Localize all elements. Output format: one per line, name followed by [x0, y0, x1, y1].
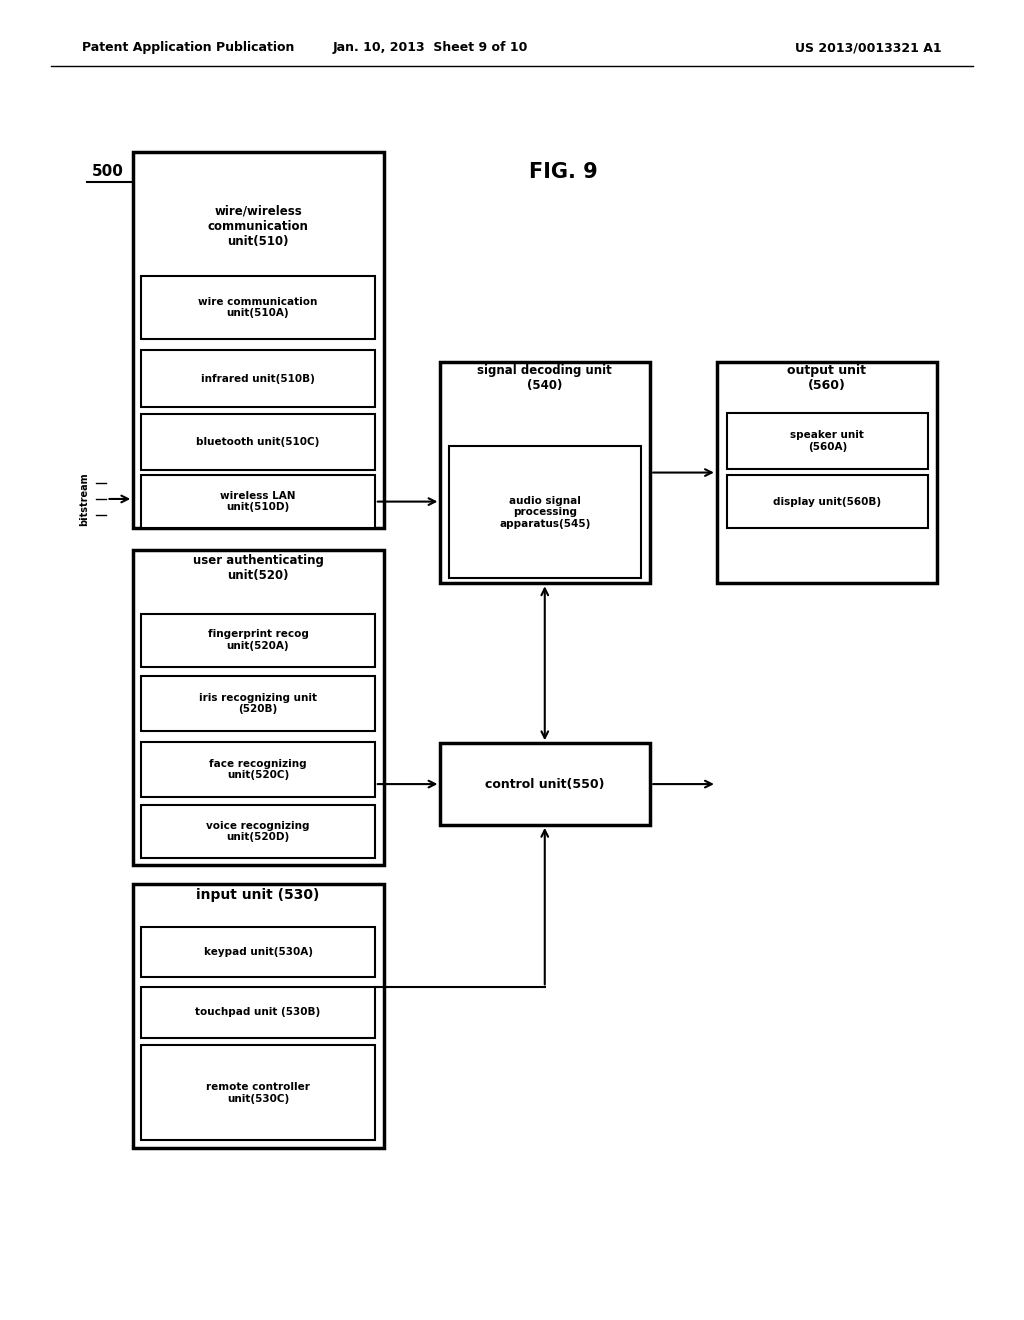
- Text: remote controller
unit(530C): remote controller unit(530C): [206, 1082, 310, 1104]
- Text: wire/wireless
communication
unit(510): wire/wireless communication unit(510): [208, 205, 308, 248]
- Text: speaker unit
(560A): speaker unit (560A): [791, 430, 864, 451]
- Text: wireless LAN
unit(510D): wireless LAN unit(510D): [220, 491, 296, 512]
- FancyBboxPatch shape: [141, 276, 375, 339]
- FancyBboxPatch shape: [141, 742, 375, 797]
- FancyBboxPatch shape: [141, 475, 375, 528]
- FancyBboxPatch shape: [141, 414, 375, 470]
- FancyBboxPatch shape: [727, 413, 928, 469]
- Text: Jan. 10, 2013  Sheet 9 of 10: Jan. 10, 2013 Sheet 9 of 10: [333, 41, 527, 54]
- Text: control unit(550): control unit(550): [485, 777, 604, 791]
- Text: 500: 500: [91, 164, 124, 180]
- FancyBboxPatch shape: [141, 676, 375, 731]
- FancyBboxPatch shape: [727, 475, 928, 528]
- Text: output unit
(560): output unit (560): [786, 364, 866, 392]
- FancyBboxPatch shape: [133, 152, 384, 528]
- Text: bluetooth unit(510C): bluetooth unit(510C): [197, 437, 319, 447]
- Text: FIG. 9: FIG. 9: [528, 161, 598, 182]
- FancyBboxPatch shape: [141, 987, 375, 1038]
- Text: input unit (530): input unit (530): [197, 888, 319, 903]
- FancyBboxPatch shape: [141, 1045, 375, 1140]
- Text: signal decoding unit
(540): signal decoding unit (540): [477, 364, 612, 392]
- Text: Patent Application Publication: Patent Application Publication: [82, 41, 294, 54]
- Text: fingerprint recog
unit(520A): fingerprint recog unit(520A): [208, 630, 308, 651]
- FancyBboxPatch shape: [141, 614, 375, 667]
- Text: bitstream: bitstream: [79, 473, 89, 525]
- FancyBboxPatch shape: [717, 362, 937, 583]
- Text: wire communication
unit(510A): wire communication unit(510A): [199, 297, 317, 318]
- Text: display unit(560B): display unit(560B): [773, 496, 882, 507]
- FancyBboxPatch shape: [133, 884, 384, 1148]
- Text: keypad unit(530A): keypad unit(530A): [204, 946, 312, 957]
- Text: audio signal
processing
apparatus(545): audio signal processing apparatus(545): [499, 495, 591, 529]
- Text: face recognizing
unit(520C): face recognizing unit(520C): [209, 759, 307, 780]
- Text: iris recognizing unit
(520B): iris recognizing unit (520B): [199, 693, 317, 714]
- FancyBboxPatch shape: [141, 350, 375, 407]
- FancyBboxPatch shape: [440, 362, 650, 583]
- FancyBboxPatch shape: [449, 446, 641, 578]
- Text: touchpad unit (530B): touchpad unit (530B): [196, 1007, 321, 1018]
- FancyBboxPatch shape: [141, 805, 375, 858]
- FancyBboxPatch shape: [440, 743, 650, 825]
- Text: user authenticating
unit(520): user authenticating unit(520): [193, 554, 324, 582]
- Text: voice recognizing
unit(520D): voice recognizing unit(520D): [206, 821, 310, 842]
- FancyBboxPatch shape: [133, 550, 384, 865]
- FancyBboxPatch shape: [141, 927, 375, 977]
- Text: US 2013/0013321 A1: US 2013/0013321 A1: [796, 41, 942, 54]
- Text: infrared unit(510B): infrared unit(510B): [201, 374, 315, 384]
